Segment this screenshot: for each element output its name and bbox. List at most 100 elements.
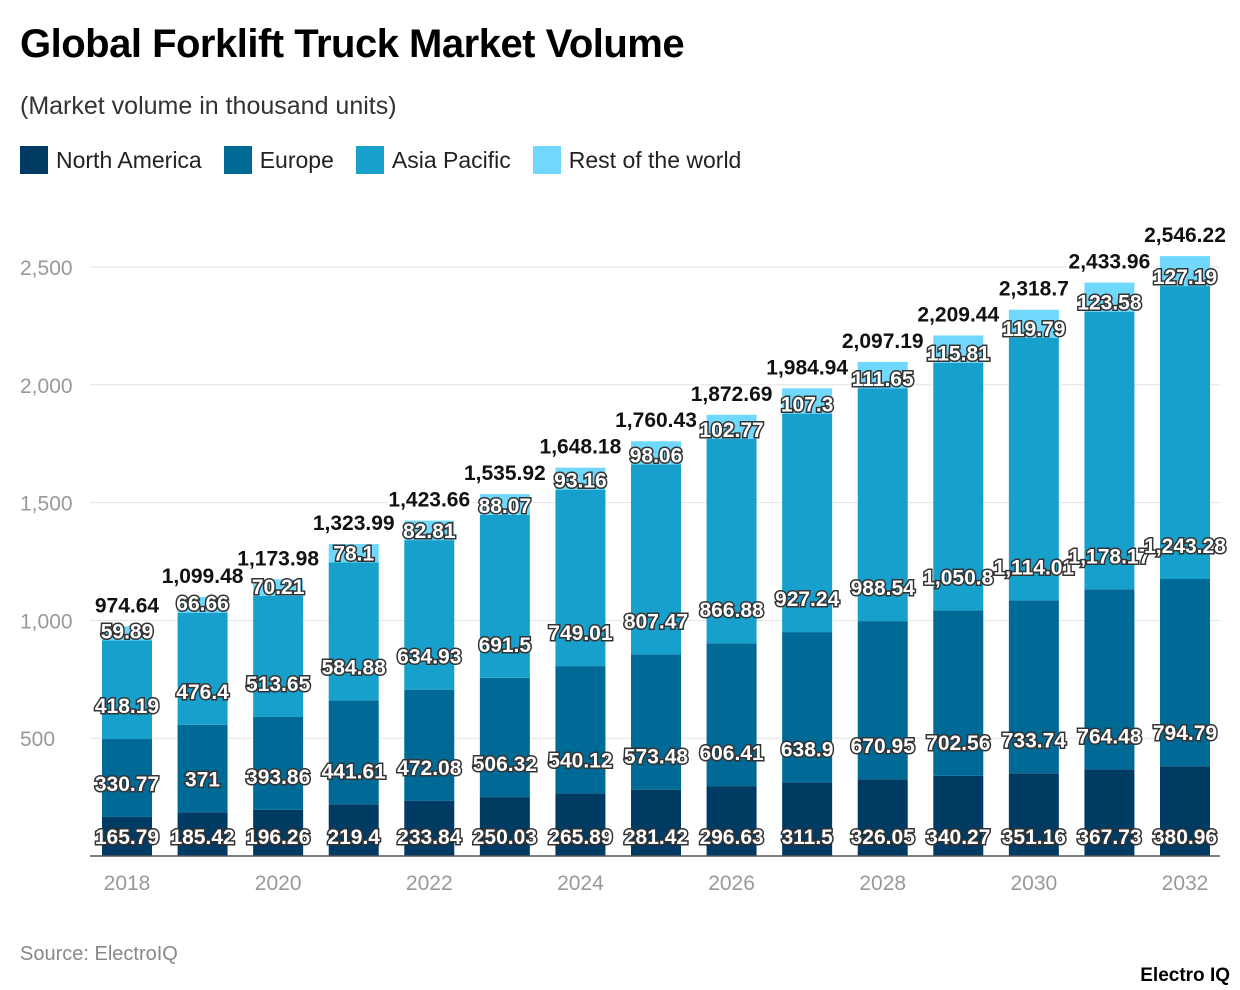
data-label: 866.88: [699, 599, 764, 622]
bar-segment: [253, 809, 304, 856]
data-label: 330.77: [95, 773, 159, 796]
data-label: 78.1: [333, 542, 374, 565]
data-label: 250.03: [473, 826, 537, 849]
data-label: 506.32: [473, 753, 537, 776]
data-label: 749.01: [548, 622, 613, 645]
bar-segment: [1084, 769, 1135, 856]
x-tick-label: 2020: [255, 872, 302, 895]
total-label: 1,760.43: [615, 409, 697, 432]
bar-segment: [102, 816, 152, 856]
bar-segment: [253, 716, 304, 810]
total-label: 1,648.18: [540, 436, 622, 459]
total-label: 974.64: [95, 594, 160, 617]
x-tick-label: 2026: [708, 872, 755, 895]
bar-segment: [857, 388, 908, 622]
data-label: 988.54: [851, 577, 916, 600]
bar-segment: [328, 700, 379, 805]
bar-segment: [782, 632, 833, 783]
legend-swatch: [20, 146, 48, 174]
data-label: 233.84: [397, 826, 462, 849]
data-label: 165.79: [95, 826, 159, 849]
legend-swatch: [532, 146, 561, 174]
bar-segment: [328, 562, 379, 701]
bar-segment: [1084, 282, 1135, 312]
data-label: 219.4: [327, 826, 380, 849]
total-label: 1,872.69: [691, 383, 773, 406]
bar-segment: [404, 540, 455, 690]
data-label: 441.61: [322, 760, 387, 783]
bar-segment: [102, 640, 152, 740]
chart-subtitle: (Market volume in thousand units): [20, 92, 397, 120]
x-tick-label: 2024: [557, 872, 604, 895]
bar-segment: [328, 804, 379, 856]
total-label: 1,423.66: [388, 489, 470, 512]
total-label: 2,097.19: [842, 330, 924, 353]
data-label: 691.5: [479, 634, 532, 657]
bar-segment: [479, 797, 530, 856]
bar-segment: [631, 441, 681, 465]
data-label: 702.56: [926, 732, 990, 755]
data-label: 1,243.28: [1144, 535, 1226, 558]
bar-segment: [1160, 766, 1210, 856]
bar-segment: [253, 595, 304, 717]
data-label: 351.16: [1002, 826, 1066, 849]
chart-title: Global Forklift Truck Market Volume: [20, 22, 685, 66]
bar-segment: [404, 800, 455, 856]
data-label: 115.81: [927, 343, 990, 366]
data-label: 111.65: [852, 368, 914, 391]
bar-segment: [253, 579, 304, 596]
data-label: 311.5: [781, 826, 833, 849]
data-label: 927.24: [775, 588, 840, 611]
x-tick-label: 2028: [859, 872, 906, 895]
data-label: 119.79: [1002, 318, 1065, 341]
legend-item: Rest of the world: [532, 146, 741, 174]
bar-segment: [706, 786, 757, 856]
bar-segment: [1160, 286, 1210, 579]
data-label: 807.47: [624, 611, 688, 634]
data-label: 70.21: [252, 576, 305, 599]
legend-label: Asia Pacific: [391, 146, 511, 173]
bar-segment: [555, 666, 606, 794]
x-tick-label: 2018: [104, 872, 151, 895]
total-label: 2,318.7: [999, 278, 1069, 301]
total-label: 2,546.22: [1144, 224, 1226, 247]
data-label: 476.4: [176, 681, 229, 704]
bar-segment: [857, 621, 908, 780]
legend-item: North America: [20, 146, 202, 174]
y-tick-label: 1,500: [20, 493, 73, 516]
bar-segment: [706, 643, 757, 787]
bar-segment: [102, 739, 152, 817]
bar-segment: [404, 689, 455, 801]
legend-swatch: [355, 146, 384, 174]
legend-item: Europe: [223, 146, 334, 174]
y-tick-label: 2,000: [20, 375, 73, 398]
data-label: 1,114.01: [994, 556, 1075, 579]
data-label: 82.81: [403, 520, 456, 543]
x-tick-label: 2030: [1010, 872, 1057, 895]
bar-segment: [631, 464, 681, 655]
data-label: 540.12: [548, 749, 612, 772]
data-label: 127.19: [1153, 266, 1217, 289]
data-label: 606.41: [699, 742, 764, 765]
data-label: 281.42: [624, 826, 688, 849]
bar-segment: [1084, 589, 1135, 770]
bar-segment: [782, 413, 833, 633]
bar-segment: [1008, 773, 1059, 856]
bar-segment: [933, 362, 984, 611]
data-label: 59.89: [101, 620, 154, 643]
bar-segment: [782, 782, 833, 856]
data-label: 367.73: [1077, 826, 1141, 849]
data-label: 1,178.17: [1069, 545, 1151, 568]
data-label: 513.65: [246, 673, 311, 696]
data-label: 102.77: [699, 419, 763, 442]
data-label: 185.42: [170, 826, 234, 849]
bar-segment: [479, 494, 530, 515]
source-note: Source: ElectroIQ: [20, 943, 178, 965]
total-label: 1,323.99: [313, 512, 395, 535]
total-label: 1,984.94: [766, 356, 848, 379]
data-label: 764.48: [1077, 725, 1142, 748]
total-label: 2,209.44: [917, 303, 999, 326]
bar-segment: [933, 775, 984, 856]
data-label: 196.26: [246, 826, 310, 849]
